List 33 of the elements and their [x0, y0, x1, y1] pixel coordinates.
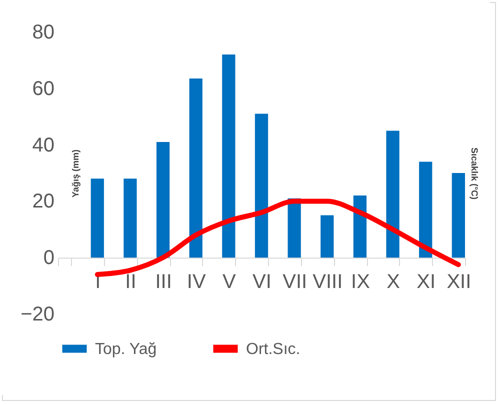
- bar: [452, 173, 465, 258]
- x-tick-label: VI: [252, 271, 272, 294]
- bar: [320, 215, 334, 258]
- y-tick-label: 40: [32, 134, 54, 156]
- x-tick-label: VIII: [312, 271, 343, 294]
- bar: [288, 198, 301, 258]
- x-tick-label: IV: [186, 271, 206, 294]
- y2-axis-title: Sıcaklık (°C): [470, 147, 480, 200]
- bar: [156, 142, 170, 258]
- bar: [386, 130, 400, 258]
- bar: [419, 162, 432, 258]
- bar: [353, 196, 367, 258]
- x-tick-label: IX: [351, 271, 370, 294]
- bar: [124, 178, 137, 258]
- x-tick-label: V: [222, 271, 237, 294]
- x-tick-label: X: [386, 271, 400, 294]
- y-tick-label: 80: [32, 22, 54, 44]
- y-axis-title: Yağış (mm): [70, 149, 81, 198]
- y-tick-label: −20: [20, 304, 54, 326]
- x-tick-label: XII: [446, 271, 472, 294]
- bar: [254, 114, 268, 258]
- x-tick-label: VII: [282, 271, 308, 294]
- legend-label: Ort.Sıc.: [246, 340, 300, 358]
- y-tick-label: 0: [43, 247, 54, 270]
- x-tick-label: III: [155, 271, 172, 294]
- bar: [222, 54, 236, 258]
- x-tick-label: II: [125, 271, 136, 294]
- y-tick-label: 20: [32, 190, 54, 213]
- y-tick-label: 60: [32, 78, 54, 100]
- bar: [90, 178, 104, 258]
- legend-label: Top. Yağ: [95, 340, 157, 358]
- x-tick-label: XI: [416, 271, 436, 294]
- bar: [189, 78, 202, 258]
